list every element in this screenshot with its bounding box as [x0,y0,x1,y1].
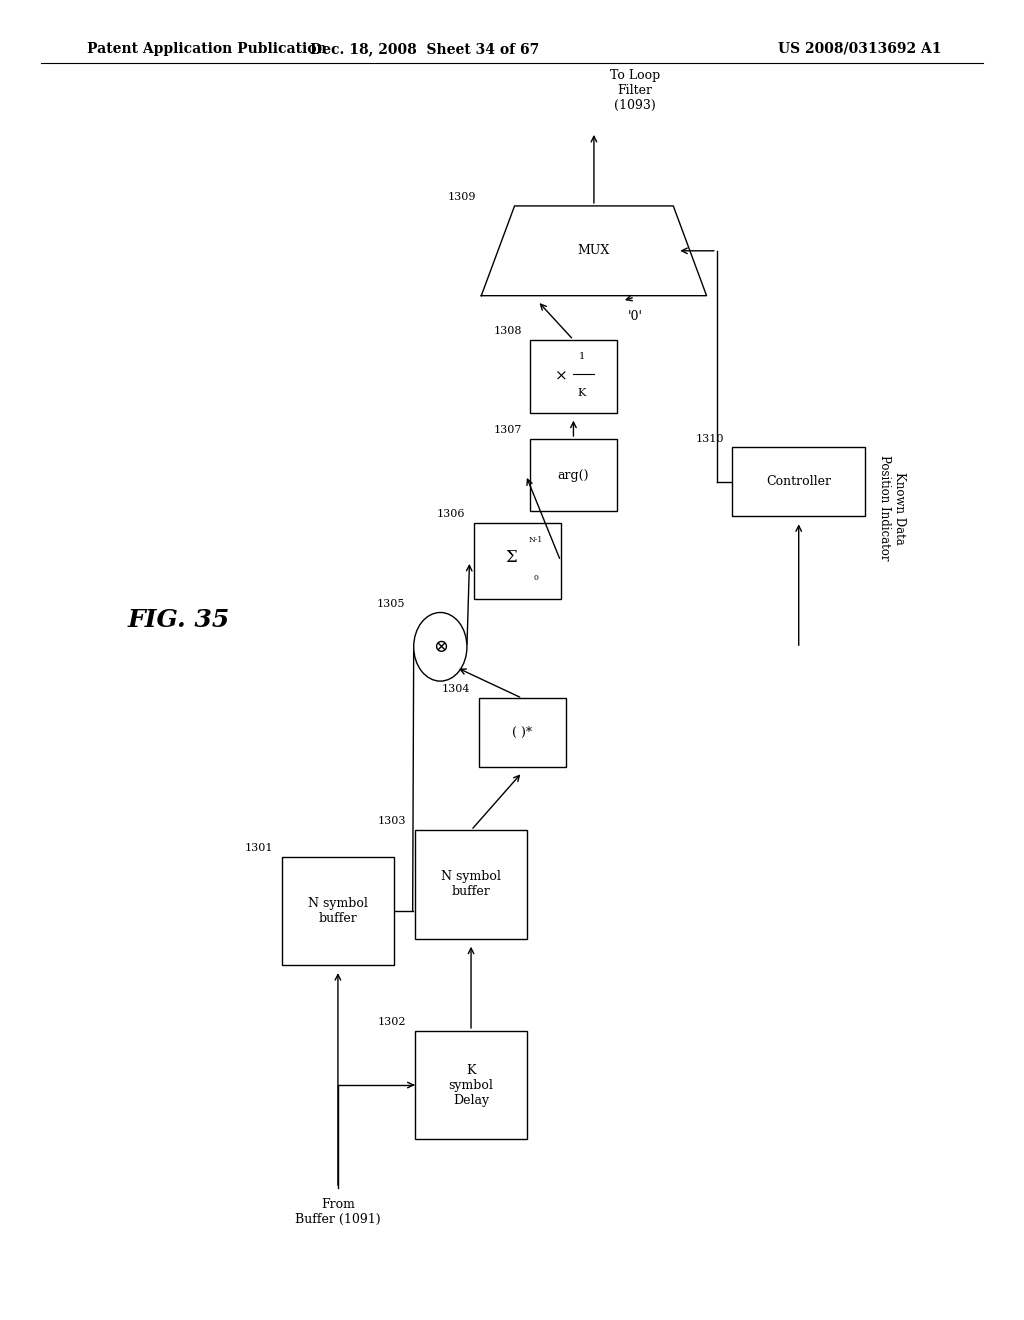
Text: K
symbol
Delay: K symbol Delay [449,1064,494,1106]
Text: Dec. 18, 2008  Sheet 34 of 67: Dec. 18, 2008 Sheet 34 of 67 [310,42,540,55]
FancyBboxPatch shape [479,698,565,767]
FancyBboxPatch shape [732,447,865,516]
Text: 1305: 1305 [377,598,406,609]
Text: K: K [578,388,586,399]
Text: ×: × [555,370,567,383]
Text: 1301: 1301 [245,842,273,853]
Text: US 2008/0313692 A1: US 2008/0313692 A1 [778,42,942,55]
FancyBboxPatch shape [415,1031,527,1139]
Text: 1302: 1302 [378,1016,407,1027]
Text: 1304: 1304 [442,684,471,694]
Text: 1308: 1308 [494,326,522,337]
Text: FIG. 35: FIG. 35 [128,609,230,632]
FancyBboxPatch shape [530,438,616,511]
Text: Σ: Σ [505,549,517,565]
Text: '0': '0' [628,310,642,323]
Text: arg(): arg() [558,469,589,482]
FancyBboxPatch shape [415,830,527,939]
Text: ⊗: ⊗ [433,638,447,656]
Text: 1309: 1309 [447,191,476,202]
Text: 1306: 1306 [437,508,465,519]
FancyBboxPatch shape [530,339,616,412]
Text: From
Buffer (1091): From Buffer (1091) [295,1197,381,1226]
Text: N symbol
buffer: N symbol buffer [441,870,501,899]
Text: 1310: 1310 [695,433,724,444]
FancyBboxPatch shape [282,857,394,965]
Circle shape [414,612,467,681]
Text: Patent Application Publication: Patent Application Publication [87,42,327,55]
Text: 0: 0 [534,574,538,582]
Text: N symbol
buffer: N symbol buffer [308,896,368,925]
FancyBboxPatch shape [473,523,561,599]
Text: ( )*: ( )* [512,726,532,739]
Text: To Loop
Filter
(1093): To Loop Filter (1093) [609,69,660,112]
Text: Controller: Controller [766,475,831,488]
Text: Known Data
Position Indicator: Known Data Position Indicator [879,455,906,561]
Text: MUX: MUX [578,244,610,257]
Text: 1303: 1303 [378,816,407,826]
Text: 1: 1 [579,352,585,360]
Text: N-1: N-1 [528,536,543,544]
Polygon shape [481,206,707,296]
Text: 1307: 1307 [494,425,522,436]
